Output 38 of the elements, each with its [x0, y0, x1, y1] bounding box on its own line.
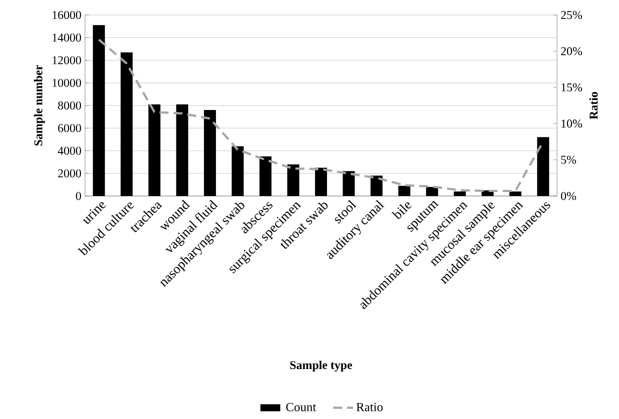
bar	[426, 186, 438, 196]
bar	[370, 176, 383, 196]
y2-tick-label: 15%	[562, 83, 582, 92]
bar	[148, 104, 160, 196]
y-tick-label: 14000	[52, 34, 82, 42]
bar	[454, 191, 466, 196]
bar	[92, 25, 105, 196]
y-tick-label: 0	[76, 192, 82, 200]
y2-tick-label: 5%	[561, 156, 576, 164]
legend-label: Count	[286, 402, 316, 412]
y2-tick-label: 0%	[560, 192, 576, 200]
x-axis-title: Sample type	[290, 360, 352, 372]
bar	[259, 156, 272, 196]
bar	[120, 52, 133, 196]
bar	[315, 168, 328, 196]
y-tick-label: 16000	[52, 10, 82, 20]
y-tick-label: 12000	[52, 56, 82, 64]
line-series	[98, 38, 544, 192]
bar	[232, 146, 244, 196]
y-tick-label: 2000	[58, 169, 82, 178]
y2-axis-title: Ratio	[589, 92, 598, 120]
bar	[509, 191, 522, 196]
bar	[204, 110, 216, 196]
bar	[176, 104, 188, 196]
bar	[287, 164, 300, 196]
legend-label: Ratio	[356, 402, 383, 412]
bar	[398, 186, 410, 196]
y-tick-label: 6000	[58, 124, 82, 132]
y-axis-title: Sample number	[34, 65, 45, 146]
y2-tick-label: 20%	[561, 47, 582, 56]
y-tick-label: 4000	[58, 146, 82, 155]
x-tick-label: urine	[82, 202, 106, 224]
bar	[342, 171, 355, 196]
y2-tick-label: 25%	[561, 10, 582, 20]
y2-tick-label: 10%	[562, 120, 582, 128]
y-tick-label: 8000	[58, 101, 82, 110]
y-tick-label: 10000	[52, 78, 82, 87]
bar	[537, 137, 550, 196]
